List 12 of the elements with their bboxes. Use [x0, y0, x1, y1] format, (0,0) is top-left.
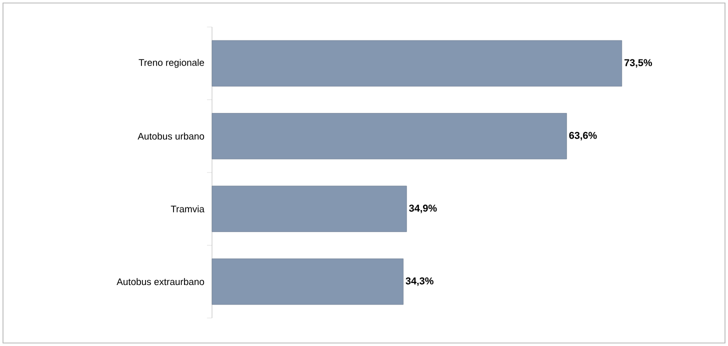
- data-label: 34,9%: [409, 204, 437, 214]
- data-label: 63,6%: [569, 132, 597, 140]
- data-label: 73,5%: [624, 59, 652, 68]
- bar: [212, 113, 567, 160]
- data-label: 34,3%: [406, 277, 434, 286]
- bar: [212, 258, 404, 305]
- y-tick-label: Treno regionale: [138, 58, 204, 68]
- bar: [212, 40, 622, 86]
- y-tick-label: Autobus extraurbano: [116, 278, 204, 286]
- y-tick-label: Autobus urbano: [138, 132, 204, 140]
- bar: [212, 186, 407, 232]
- y-tick-label: Tramvia: [170, 205, 204, 212]
